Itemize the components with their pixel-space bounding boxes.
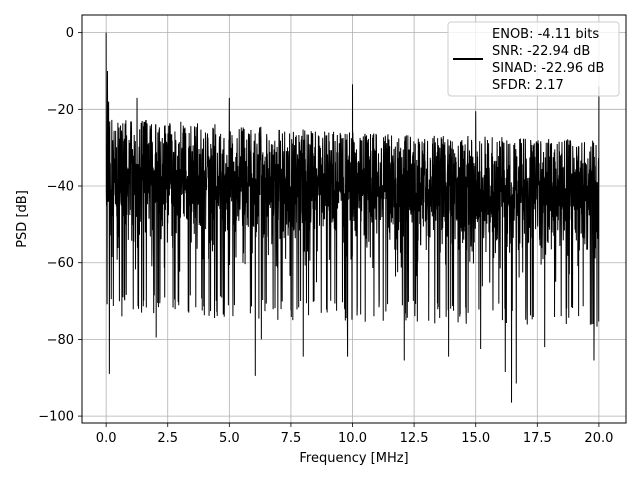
x-axis-ticks: 0.0 2.5 5.0 7.5 10.0 12.5 15.0 17.5 20.0 <box>96 423 613 446</box>
legend-enob: ENOB: -4.11 bits <box>492 27 599 42</box>
legend-sinad: SINAD: -22.96 dB <box>492 61 604 76</box>
plot-area <box>105 32 600 403</box>
legend-box <box>447 21 620 97</box>
psd-series-line <box>105 32 600 403</box>
x-tick-label: 15.0 <box>461 431 490 446</box>
y-tick-label: 0 <box>66 26 74 41</box>
y-tick-label: −100 <box>38 410 74 425</box>
y-axis-label: PSD [dB] <box>15 190 30 248</box>
legend-snr: SNR: -22.94 dB <box>492 44 590 59</box>
x-tick-label: 20.0 <box>584 431 613 446</box>
y-tick-label: −40 <box>47 180 74 195</box>
x-tick-label: 7.5 <box>281 431 302 446</box>
x-axis-label: Frequency [MHz] <box>299 451 408 466</box>
legend-sfdr: SFDR: 2.17 <box>492 78 564 93</box>
x-tick-label: 10.0 <box>338 431 367 446</box>
x-tick-label: 17.5 <box>523 431 552 446</box>
y-tick-label: −80 <box>47 333 74 348</box>
y-tick-label: −20 <box>47 103 74 118</box>
x-tick-label: 2.5 <box>157 431 178 446</box>
axes-frame <box>81 14 627 424</box>
x-tick-label: 5.0 <box>219 431 240 446</box>
x-tick-label: 0.0 <box>96 431 117 446</box>
legend: ENOB: -4.11 bits SNR: -22.94 dB SINAD: -… <box>447 21 620 97</box>
y-tick-label: −60 <box>47 256 74 271</box>
y-axis-ticks: 0 −20 −40 −60 −80 −100 <box>38 26 82 425</box>
x-tick-label: 12.5 <box>400 431 429 446</box>
